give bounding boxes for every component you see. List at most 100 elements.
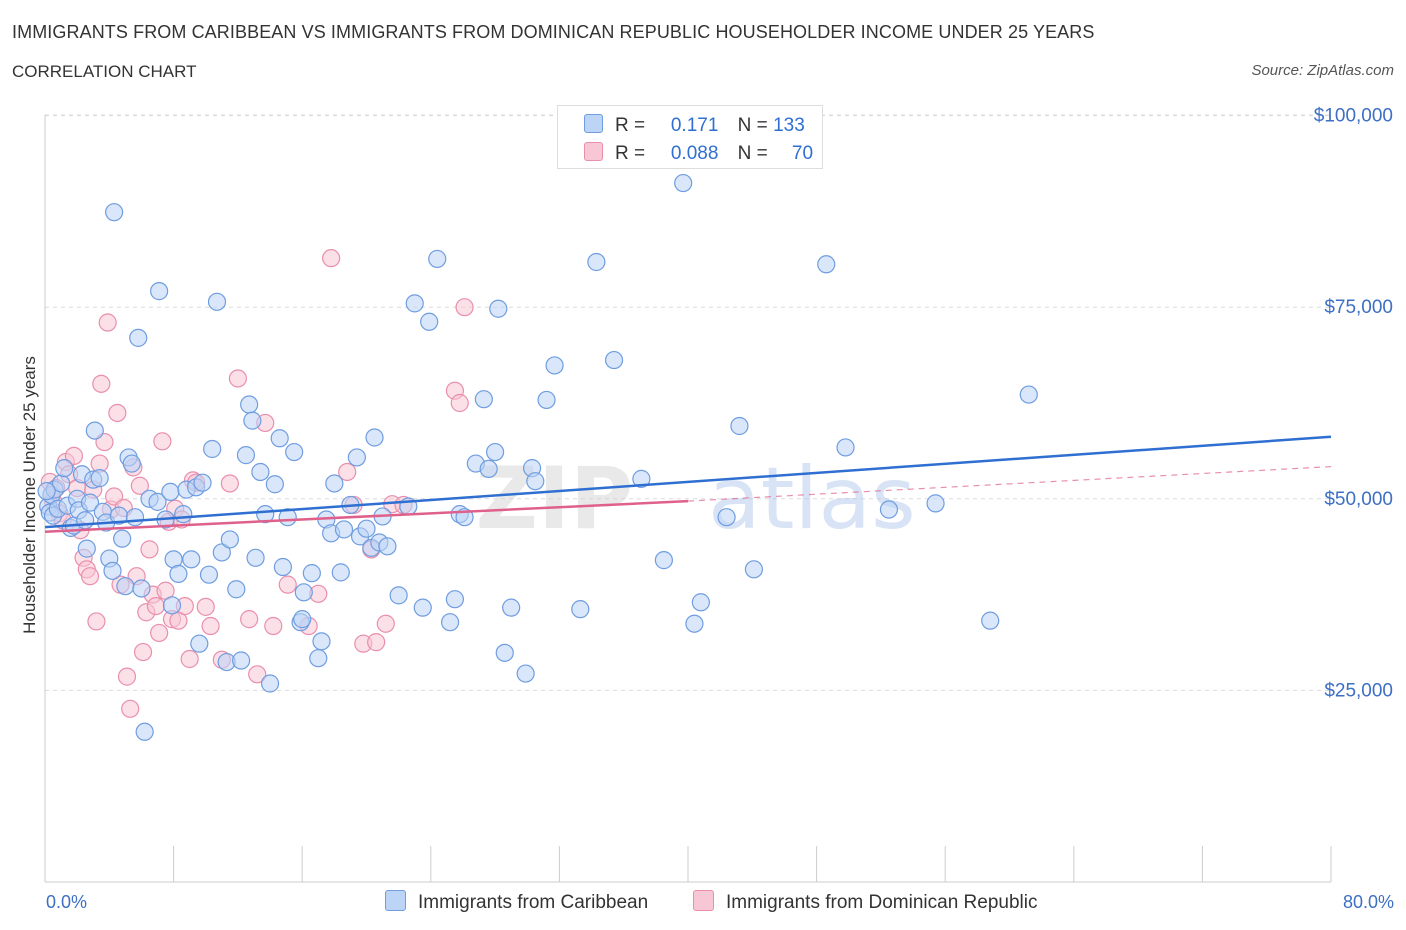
caribbean-point	[148, 492, 167, 511]
caribbean-point	[604, 350, 624, 370]
caribbean-point	[495, 643, 514, 662]
dominican-point	[201, 616, 220, 636]
caribbean-point	[246, 548, 265, 567]
dominican-point	[220, 474, 239, 493]
caribbean-point	[587, 252, 606, 272]
caribbean-point	[37, 482, 56, 501]
caribbean-point	[116, 577, 135, 596]
dominican-point	[117, 667, 137, 686]
caribbean-point	[632, 469, 651, 488]
caribbean-point	[489, 299, 508, 318]
caribbean-point	[256, 505, 275, 524]
caribbean-point	[691, 593, 710, 612]
caribbean-point	[474, 390, 493, 409]
y-tick-label: $50,000	[1324, 489, 1393, 510]
caribbean-point	[502, 598, 521, 617]
caribbean-point	[526, 472, 545, 491]
caribbean-point	[420, 312, 439, 331]
caribbean-point	[285, 442, 304, 462]
caribbean-point	[389, 586, 408, 605]
y-tick-label: $100,000	[1314, 106, 1393, 127]
caribbean-point	[162, 596, 182, 615]
dominican-point	[64, 446, 84, 465]
dominican-r-value: 0.088	[670, 143, 719, 164]
dominican-point	[278, 575, 297, 594]
caribbean-point	[85, 421, 104, 440]
y-tick-label: $25,000	[1324, 680, 1393, 701]
dominican-point	[450, 393, 469, 413]
chart-title: IMMIGRANTS FROM CARIBBEAN VS IMMIGRANTS …	[12, 22, 1095, 42]
caribbean-legend-label: Immigrants from Caribbean	[418, 892, 649, 913]
dominican-point	[376, 614, 395, 633]
bottom-legend-dominican[interactable]: Immigrants from Dominican Republic	[693, 890, 1038, 914]
caribbean-point	[836, 438, 855, 457]
dominican-point	[150, 623, 169, 643]
stats-legend: R = 0.171 N = 133 R = 0.088 N = 70	[557, 105, 823, 169]
caribbean-point	[236, 446, 256, 465]
dominican-point	[133, 642, 153, 662]
caribbean-point	[125, 508, 145, 527]
dominican-point	[153, 432, 172, 451]
y-tick-labels: $25,000 $50,000 $75,000 $100,000	[1314, 106, 1393, 702]
caribbean-point	[744, 560, 764, 579]
dominican-point	[322, 249, 341, 268]
dominican-point	[248, 665, 267, 684]
caribbean-point	[879, 500, 899, 519]
dominican-point	[455, 298, 474, 317]
caribbean-point	[212, 543, 231, 562]
legend-row-dominican: R = 0.088 N = 70	[584, 142, 813, 164]
caribbean-point	[132, 579, 151, 598]
dominican-point	[146, 596, 166, 616]
caribbean-point	[270, 429, 289, 448]
caribbean-series	[37, 147, 1038, 741]
caribbean-point	[203, 439, 222, 459]
bottom-legend-caribbean[interactable]: Immigrants from Caribbean	[385, 890, 648, 914]
dominican-point	[367, 633, 386, 652]
caribbean-point	[150, 282, 169, 301]
caribbean-point	[365, 428, 384, 447]
legend-r-label: R =	[615, 115, 646, 136]
caribbean-point	[240, 395, 259, 414]
x-tick-max: 80.0%	[1342, 892, 1394, 912]
caribbean-point	[174, 505, 193, 524]
caribbean-point	[717, 508, 736, 527]
caribbean-point	[347, 448, 366, 467]
legend-n-label: N =	[737, 115, 768, 136]
dominican-n-value: 70	[791, 143, 814, 164]
dominican-point	[121, 699, 140, 718]
caribbean-point	[265, 475, 284, 494]
x-tick-min: 0.0%	[46, 892, 88, 912]
caribbean-point	[309, 649, 328, 668]
caribbean-point	[227, 580, 246, 599]
caribbean-point	[413, 598, 432, 617]
caribbean-point	[685, 614, 704, 633]
caribbean-point	[273, 557, 293, 577]
caribbean-point	[169, 564, 188, 584]
caribbean-point	[113, 529, 132, 548]
dominican-swatch	[584, 142, 603, 161]
caribbean-point	[302, 564, 321, 583]
dominican-legend-label: Immigrants from Dominican Republic	[726, 892, 1038, 913]
caribbean-point	[80, 493, 100, 512]
caribbean-swatch	[584, 114, 603, 133]
caribbean-point	[260, 674, 280, 693]
caribbean-point	[122, 454, 141, 473]
caribbean-n-value: 133	[773, 115, 805, 136]
caribbean-point	[105, 203, 124, 222]
chart-subtitle: CORRELATION CHART	[12, 62, 197, 81]
caribbean-point	[207, 292, 227, 311]
dominican-point	[108, 403, 127, 423]
watermark-zip: ZIP	[476, 449, 633, 549]
dominican-point	[98, 313, 117, 332]
caribbean-point	[161, 482, 180, 502]
dominican-trend-line	[44, 499, 689, 534]
watermark: ZIP atlas	[476, 449, 916, 549]
caribbean-point	[486, 442, 505, 462]
caribbean-point	[232, 651, 251, 670]
caribbean-point	[55, 459, 74, 478]
grid-lines	[45, 114, 1331, 691]
caribbean-point	[926, 494, 945, 513]
caribbean-point	[193, 473, 212, 492]
caribbean-point	[516, 664, 535, 683]
trend-lines	[44, 435, 1332, 534]
